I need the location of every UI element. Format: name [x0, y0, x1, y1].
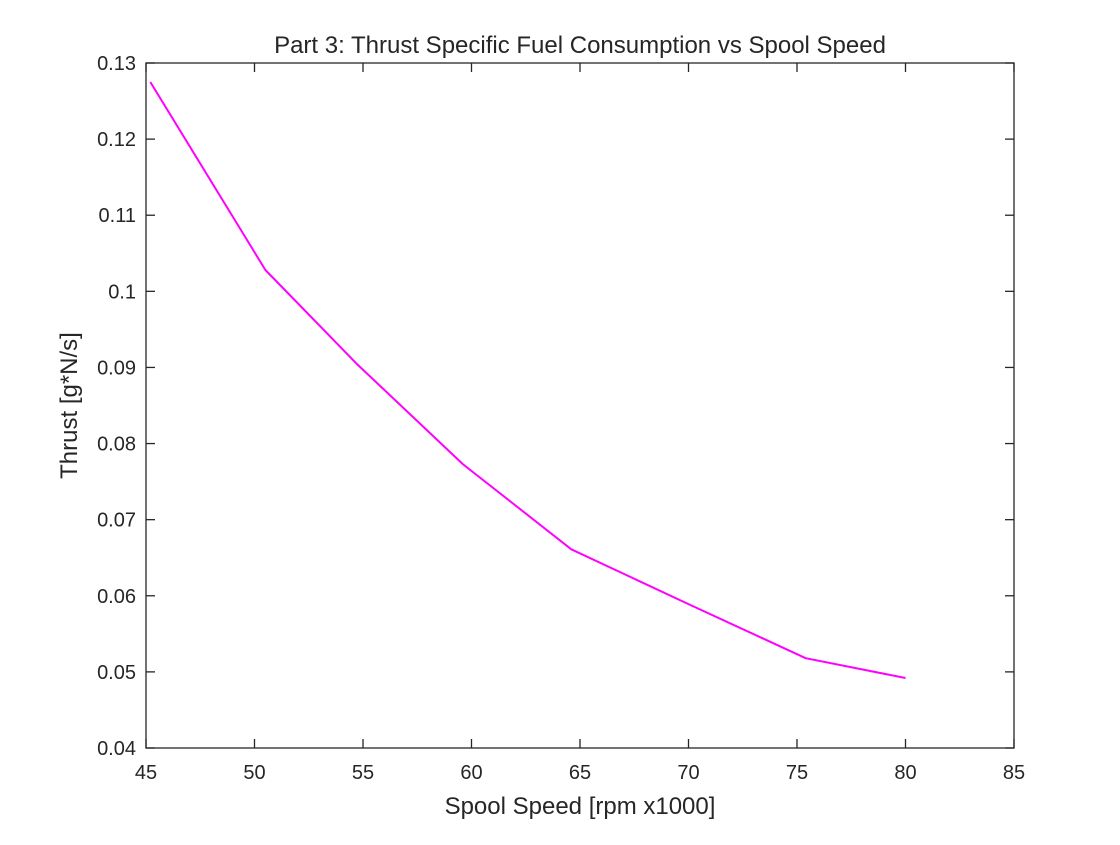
- y-axis-label: Thrust [g*N/s]: [56, 332, 83, 479]
- x-tick-label: 75: [786, 762, 808, 784]
- x-tick-label: 80: [894, 762, 916, 784]
- x-axis-label: Spool Speed [rpm x1000]: [445, 793, 716, 820]
- x-axis-ticks: 45 50 55 60 65 70 75 80 85: [135, 63, 1025, 784]
- y-tick-label: 0.08: [97, 434, 136, 456]
- y-tick-label: 0.12: [97, 129, 136, 151]
- x-tick-label: 65: [569, 762, 591, 784]
- y-tick-label: 0.06: [97, 586, 136, 608]
- y-tick-label: 0.04: [97, 738, 136, 760]
- x-tick-label: 70: [677, 762, 699, 784]
- y-tick-label: 0.13: [97, 53, 136, 75]
- y-tick-label: 0.1: [108, 281, 136, 303]
- x-tick-label: 50: [243, 762, 265, 784]
- x-tick-label: 55: [352, 762, 374, 784]
- y-tick-label: 0.05: [97, 662, 136, 684]
- series-line: [149, 81, 906, 679]
- y-tick-label: 0.09: [97, 357, 136, 379]
- y-axis-ticks: 0.04 0.05 0.06 0.07 0.08 0.09 0.1 0.11 0.12 0.13: [97, 53, 1014, 760]
- plot-lines: [149, 81, 906, 679]
- x-tick-label: 60: [460, 762, 482, 784]
- chart-title: Part 3: Thrust Specific Fuel Consumption…: [274, 32, 886, 59]
- x-tick-label: 85: [1003, 762, 1025, 784]
- y-tick-label: 0.07: [97, 510, 136, 532]
- y-tick-label: 0.11: [99, 205, 136, 227]
- x-tick-label: 45: [135, 762, 157, 784]
